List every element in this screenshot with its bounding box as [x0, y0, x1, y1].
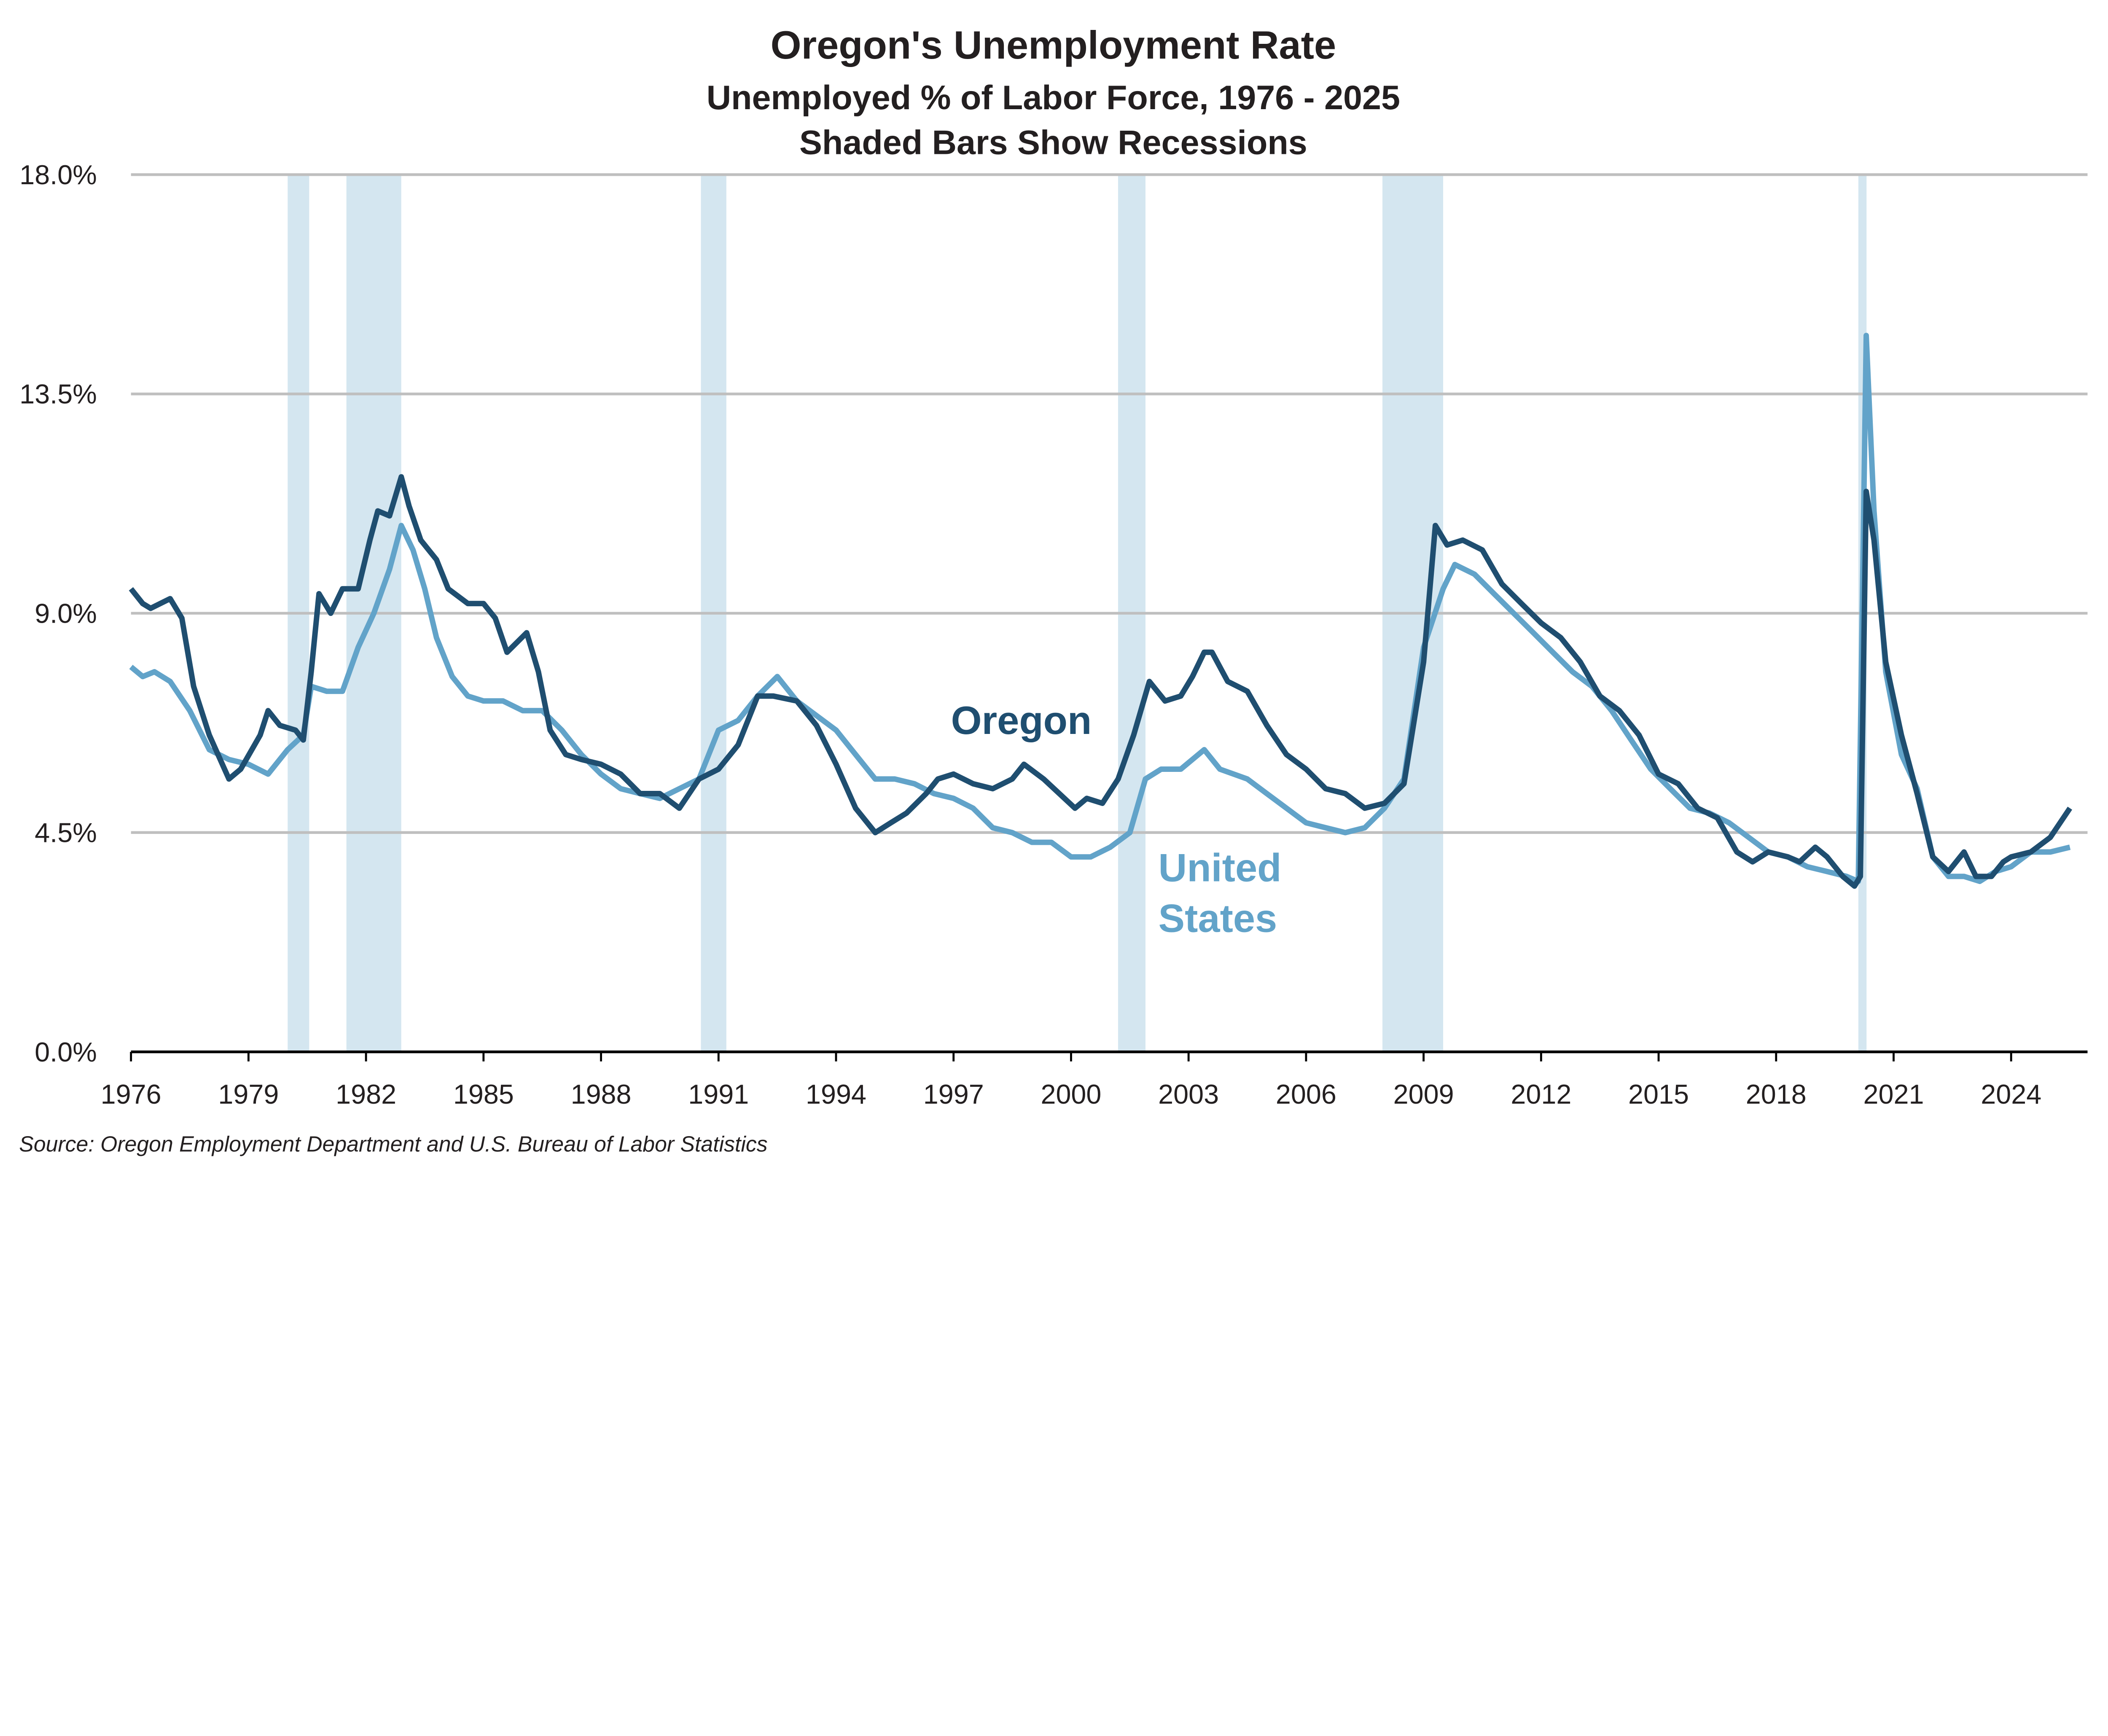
chart-subtitle: Unemployed % of Labor Force, 1976 - 2025: [707, 79, 1400, 117]
x-tick-label: 2012: [1511, 1079, 1571, 1110]
x-tick-label: 2015: [1628, 1079, 1689, 1110]
y-axis-ticks: 0.0% 4.5% 9.0% 13.5% 18.0%: [19, 159, 97, 1067]
x-tick-label: 2018: [1746, 1079, 1807, 1110]
x-tick-label: 1982: [336, 1079, 396, 1110]
chart-title: Oregon's Unemployment Rate: [771, 23, 1336, 67]
x-tick-label: 2021: [1863, 1079, 1924, 1110]
x-tick-label: 1976: [101, 1079, 161, 1110]
x-tick-label: 1991: [688, 1079, 749, 1110]
x-tick-label: 1997: [923, 1079, 984, 1110]
x-tick-label: 2006: [1276, 1079, 1336, 1110]
us-series-line: [129, 333, 2071, 884]
y-tick-label: 4.5%: [35, 817, 97, 848]
series-labels: Oregon United States: [951, 698, 1282, 940]
x-tick-label: 1994: [806, 1079, 866, 1110]
x-tick-label: 2000: [1041, 1079, 1101, 1110]
oregon-series-label: Oregon: [951, 698, 1092, 742]
x-axis-ticks: 1976 1979 1982 1985 1988 1991 1994 1997 2000 2003…: [101, 1052, 2041, 1110]
us-series-label: United: [1159, 846, 1282, 890]
x-tick-label: 2003: [1158, 1079, 1219, 1110]
oregon-series-line: [129, 474, 2073, 889]
x-tick-label: 1979: [218, 1079, 279, 1110]
chart-subtitle-recessions: Shaded Bars Show Recessions: [799, 124, 1307, 162]
y-tick-label: 13.5%: [19, 379, 97, 409]
y-tick-label: 18.0%: [19, 159, 97, 190]
x-tick-label: 1985: [453, 1079, 514, 1110]
us-series-label: States: [1159, 896, 1277, 940]
source-note: Source: Oregon Employment Department and…: [19, 1131, 767, 1156]
x-tick-label: 2024: [1981, 1079, 2041, 1110]
gridlines: [131, 173, 2088, 1053]
y-tick-label: 0.0%: [35, 1037, 97, 1067]
x-tick-label: 2009: [1393, 1079, 1454, 1110]
series-lines: [129, 333, 2073, 889]
unemployment-chart: Oregon's Unemployment Rate Unemployed % …: [19, 23, 2088, 1156]
y-tick-label: 9.0%: [35, 598, 97, 629]
x-tick-label: 1988: [571, 1079, 632, 1110]
